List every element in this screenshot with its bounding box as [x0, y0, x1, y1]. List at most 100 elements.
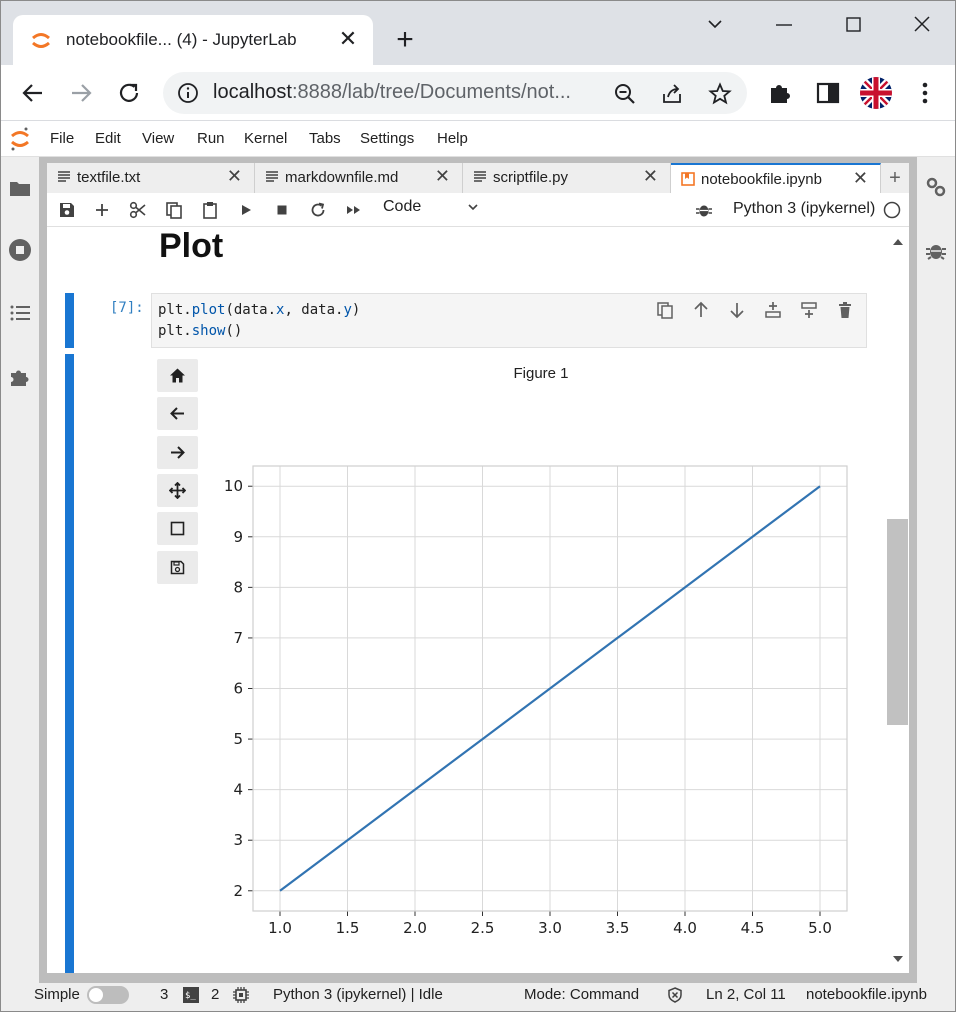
tab-close-icon[interactable]: ✕: [226, 166, 242, 186]
share-icon[interactable]: [660, 82, 684, 106]
table-of-contents-icon[interactable]: [8, 301, 32, 325]
bookmark-star-icon[interactable]: [708, 82, 732, 106]
duplicate-cell-icon[interactable]: [656, 301, 674, 319]
right-sidebar: [917, 157, 955, 983]
property-inspector-gears-icon[interactable]: [924, 175, 948, 199]
side-panel-icon[interactable]: [814, 79, 842, 107]
restart-kernel-icon[interactable]: [309, 201, 327, 219]
chrome-menu-icon[interactable]: [911, 79, 939, 107]
interrupt-stop-icon[interactable]: [273, 201, 291, 219]
insert-cell-plus-icon[interactable]: [93, 201, 111, 219]
code-token: (): [225, 323, 243, 339]
tab-close-icon[interactable]: ✕: [852, 168, 868, 188]
notebook-mode: Mode: Command: [524, 986, 640, 1003]
mpl-download-button[interactable]: [157, 551, 198, 584]
reload-icon[interactable]: [115, 79, 143, 107]
browser-tab-close-icon[interactable]: ✕: [338, 26, 358, 51]
y-tick-label: 4: [233, 781, 243, 799]
cut-scissors-icon[interactable]: [129, 201, 147, 219]
kernel-count[interactable]: 2: [211, 986, 220, 1003]
cursor-position[interactable]: Ln 2, Col 11: [706, 986, 786, 1003]
kernel-status[interactable]: Python 3 (ipykernel) | Idle: [273, 986, 443, 1003]
markdown-heading-plot: Plot: [159, 227, 224, 265]
tab-close-icon[interactable]: ✕: [642, 166, 658, 186]
browser-tab[interactable]: notebookfile... (4) - JupyterLab ✕: [13, 15, 373, 65]
debugger-bug-icon[interactable]: [695, 201, 713, 219]
cell-type-dropdown[interactable]: Code: [383, 198, 483, 220]
mpl-zoom-rect-button[interactable]: [157, 512, 198, 545]
tab-scriptfile[interactable]: scriptfile.py ✕: [463, 163, 671, 193]
profile-avatar-uk-flag-icon[interactable]: [859, 76, 893, 110]
terminal-count[interactable]: 3: [160, 986, 169, 1003]
site-info-icon[interactable]: [177, 82, 199, 104]
file-browser-folder-icon[interactable]: [8, 177, 32, 201]
code-editor[interactable]: plt.plot(data.x, data.y) plt.show(): [151, 293, 867, 348]
mpl-forward-button[interactable]: [157, 436, 198, 469]
new-launcher-plus-icon[interactable]: +: [889, 167, 901, 189]
move-up-arrow-icon[interactable]: [692, 301, 710, 319]
menu-view[interactable]: View: [142, 130, 175, 147]
new-tab-button[interactable]: +: [396, 23, 414, 56]
save-figure-icon: [170, 560, 185, 575]
menu-help[interactable]: Help: [437, 130, 468, 147]
tab-notebookfile[interactable]: notebookfile.ipynb ✕: [671, 163, 881, 193]
scroll-down-arrow-icon[interactable]: [892, 954, 904, 964]
line-chart[interactable]: 1.0 1.5 2.0 2.5 3.0 3.5 4.0 4.5 5.0 2 3 4 5 6 7 8 9 10: [213, 456, 863, 946]
mpl-home-button[interactable]: [157, 359, 198, 392]
scrollbar-thumb[interactable]: [887, 519, 908, 725]
kernel-chip-icon[interactable]: [233, 987, 249, 1003]
extension-manager-puzzle-icon[interactable]: [8, 365, 32, 389]
move-down-arrow-icon[interactable]: [728, 301, 746, 319]
paste-clipboard-icon[interactable]: [201, 201, 219, 219]
running-kernels-stop-icon[interactable]: [8, 238, 32, 262]
cell-collapser-input[interactable]: [65, 293, 74, 348]
trusted-shield-icon[interactable]: [667, 987, 683, 1003]
forward-arrow-icon[interactable]: [67, 79, 95, 107]
tab-label: notebookfile.ipynb: [701, 171, 822, 188]
cell-type-value: Code: [383, 198, 422, 215]
terminal-icon[interactable]: $_: [183, 987, 199, 1003]
close-window-icon[interactable]: [902, 11, 942, 41]
debugger-bug-icon[interactable]: [924, 239, 948, 263]
delete-cell-trash-icon[interactable]: [836, 301, 854, 319]
tab-textfile[interactable]: textfile.txt ✕: [47, 163, 255, 193]
mpl-back-button[interactable]: [157, 397, 198, 430]
copy-icon[interactable]: [165, 201, 183, 219]
run-cell-play-icon[interactable]: [237, 201, 255, 219]
back-arrow-icon[interactable]: [19, 79, 47, 107]
tab-search-chevron-icon[interactable]: [695, 11, 735, 41]
zoom-icon[interactable]: [613, 82, 637, 106]
insert-cell-below-icon[interactable]: [800, 301, 818, 319]
insert-cell-above-icon[interactable]: [764, 301, 782, 319]
address-bar[interactable]: localhost:8888/lab/tree/Documents/not...: [163, 72, 747, 114]
code-line-2: plt.show(): [158, 323, 242, 339]
jupyter-favicon-icon: [32, 33, 50, 48]
cell-collapser-output[interactable]: [65, 354, 74, 973]
python-file-icon: [474, 171, 486, 182]
minimize-icon[interactable]: [764, 11, 804, 41]
menu-kernel[interactable]: Kernel: [244, 130, 288, 147]
y-tick-label: 8: [233, 578, 243, 596]
menu-run[interactable]: Run: [197, 130, 225, 147]
menu-edit[interactable]: Edit: [95, 130, 121, 147]
x-tick-label: 2.5: [471, 919, 495, 937]
tab-markdownfile[interactable]: markdownfile.md ✕: [255, 163, 463, 193]
scroll-up-arrow-icon[interactable]: [892, 237, 904, 247]
save-icon[interactable]: [58, 201, 76, 219]
x-tick-label: 4.0: [673, 919, 697, 937]
simple-mode-toggle[interactable]: [87, 986, 129, 1004]
tab-close-icon[interactable]: ✕: [434, 166, 450, 186]
chevron-down-icon: [468, 204, 478, 211]
tab-label: textfile.txt: [77, 169, 141, 186]
restart-run-all-fast-forward-icon[interactable]: [345, 201, 363, 219]
left-sidebar: [1, 157, 39, 983]
code-token: , data.: [284, 302, 344, 318]
maximize-icon[interactable]: [833, 11, 873, 41]
menu-file[interactable]: File: [50, 130, 75, 147]
menu-tabs[interactable]: Tabs: [309, 130, 341, 147]
extensions-puzzle-icon[interactable]: [766, 79, 794, 107]
mpl-pan-button[interactable]: [157, 474, 198, 507]
menu-settings[interactable]: Settings: [360, 130, 415, 147]
kernel-name-button[interactable]: Python 3 (ipykernel): [733, 200, 876, 217]
